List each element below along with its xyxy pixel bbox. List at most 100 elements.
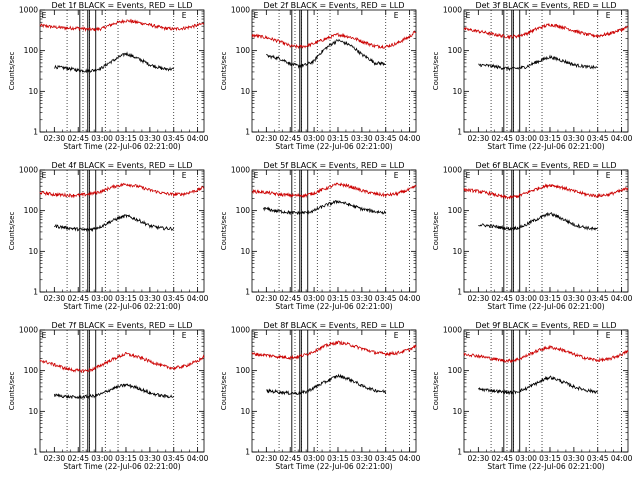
chart-title: Det 8f BLACK = Events, RED = LLD — [263, 321, 404, 330]
y-tick-label: 1000 — [19, 6, 38, 15]
chart-title: Det 2f BLACK = Events, RED = LLD — [263, 1, 404, 10]
x-tick-label: 03:00 — [91, 454, 113, 463]
x-axis-label: Start Time (22-Jul-06 02:21:00) — [63, 462, 180, 471]
series-line-lld — [39, 182, 205, 199]
x-tick-label: 03:00 — [303, 454, 325, 463]
chart-panel-5: Det 5f BLACK = Events, RED = LLD 1 10 100 10… — [220, 161, 421, 311]
series-line-events — [266, 373, 387, 396]
x-tick-label: 03:45 — [163, 294, 185, 303]
y-tick-label: 100 — [448, 206, 463, 215]
x-axis-label: Start Time (22-Jul-06 02:21:00) — [487, 142, 604, 151]
x-tick-label: 03:45 — [163, 134, 185, 143]
x-tick-label: 02:30 — [468, 294, 490, 303]
e-marker: E — [42, 331, 47, 340]
x-tick-label: 03:15 — [327, 454, 349, 463]
plot-frame — [463, 169, 629, 293]
series-line-events — [478, 211, 598, 232]
y-tick-label: 100 — [448, 46, 463, 55]
y-tick-label: 10 — [452, 247, 462, 256]
y-axis-label: Counts/sec — [220, 212, 228, 251]
x-tick-label: 02:45 — [67, 294, 89, 303]
x-tick-label: 02:45 — [491, 454, 513, 463]
y-tick-label: 10 — [28, 87, 38, 96]
series-line-events — [53, 383, 175, 400]
plot-frame — [251, 169, 417, 293]
x-axis-label: Start Time (22-Jul-06 02:21:00) — [275, 462, 392, 471]
plot-frame — [251, 329, 417, 453]
x-tick-label: 03:45 — [375, 134, 397, 143]
y-tick-label: 1000 — [231, 326, 250, 335]
x-tick-label: 03:15 — [539, 294, 561, 303]
e-marker: E — [466, 331, 471, 340]
series-line-lld — [251, 340, 417, 361]
series-line-events — [478, 375, 599, 396]
x-tick-label: 04:00 — [187, 134, 209, 143]
e-marker: E — [394, 171, 399, 180]
y-tick-label: 1 — [457, 448, 462, 457]
x-tick-label: 03:30 — [351, 134, 373, 143]
y-axis-label: Counts/sec — [8, 212, 16, 251]
y-tick-label: 1000 — [19, 326, 38, 335]
y-tick-label: 10 — [28, 247, 38, 256]
chart-title: Det 5f BLACK = Events, RED = LLD — [263, 161, 404, 170]
series-line-lld — [463, 344, 629, 364]
plot-frame — [463, 329, 629, 453]
chart-panel-4: Det 4f BLACK = Events, RED = LLD 1 10 100 10… — [8, 161, 209, 311]
x-tick-label: 03:15 — [327, 294, 349, 303]
e-marker: E — [466, 11, 471, 20]
x-tick-label: 04:00 — [611, 294, 633, 303]
x-tick-label: 03:30 — [351, 454, 373, 463]
x-axis-label: Start Time (22-Jul-06 02:21:00) — [487, 302, 604, 311]
y-tick-label: 1 — [245, 288, 250, 297]
y-tick-label: 1000 — [443, 166, 462, 175]
e-marker: E — [394, 11, 399, 20]
series-line-lld — [463, 22, 629, 40]
y-axis-label: Counts/sec — [8, 52, 16, 91]
x-tick-label: 02:45 — [279, 294, 301, 303]
x-tick-label: 03:30 — [351, 294, 373, 303]
chart-title: Det 1f BLACK = Events, RED = LLD — [51, 1, 192, 10]
x-tick-label: 02:30 — [44, 454, 66, 463]
x-tick-label: 03:15 — [539, 454, 561, 463]
x-tick-label: 04:00 — [399, 134, 421, 143]
x-tick-label: 02:30 — [468, 134, 490, 143]
x-tick-label: 03:00 — [515, 294, 537, 303]
y-tick-label: 100 — [448, 366, 463, 375]
x-tick-label: 03:15 — [115, 134, 137, 143]
x-tick-label: 04:00 — [611, 454, 633, 463]
y-tick-label: 100 — [236, 366, 251, 375]
y-tick-label: 1000 — [443, 326, 462, 335]
chart-title: Det 7f BLACK = Events, RED = LLD — [51, 321, 192, 330]
x-tick-label: 03:30 — [139, 454, 161, 463]
x-tick-label: 03:30 — [563, 294, 585, 303]
series-line-events — [54, 51, 175, 74]
x-tick-label: 02:45 — [67, 454, 89, 463]
y-tick-label: 1 — [457, 288, 462, 297]
e-marker: E — [254, 11, 259, 20]
y-tick-label: 10 — [452, 407, 462, 416]
x-tick-label: 03:45 — [375, 294, 397, 303]
y-tick-label: 1000 — [443, 6, 462, 15]
y-tick-label: 100 — [24, 206, 39, 215]
e-marker: E — [394, 331, 399, 340]
x-tick-label: 03:00 — [515, 134, 537, 143]
e-marker: E — [42, 11, 47, 20]
y-tick-label: 10 — [240, 87, 250, 96]
x-tick-label: 02:45 — [491, 134, 513, 143]
plot-frame — [463, 9, 629, 133]
x-tick-label: 02:30 — [256, 294, 278, 303]
e-marker: E — [606, 11, 611, 20]
y-axis-label: Counts/sec — [432, 372, 440, 411]
y-tick-label: 100 — [236, 206, 251, 215]
x-tick-label: 03:00 — [303, 294, 325, 303]
x-axis-label: Start Time (22-Jul-06 02:21:00) — [487, 462, 604, 471]
x-tick-label: 03:00 — [515, 454, 537, 463]
e-marker: E — [42, 171, 47, 180]
x-tick-label: 03:00 — [303, 134, 325, 143]
x-tick-label: 04:00 — [187, 294, 209, 303]
y-tick-label: 10 — [452, 87, 462, 96]
x-tick-label: 03:15 — [115, 294, 137, 303]
x-tick-label: 04:00 — [399, 454, 421, 463]
x-tick-label: 03:15 — [539, 134, 561, 143]
x-tick-label: 03:45 — [375, 454, 397, 463]
